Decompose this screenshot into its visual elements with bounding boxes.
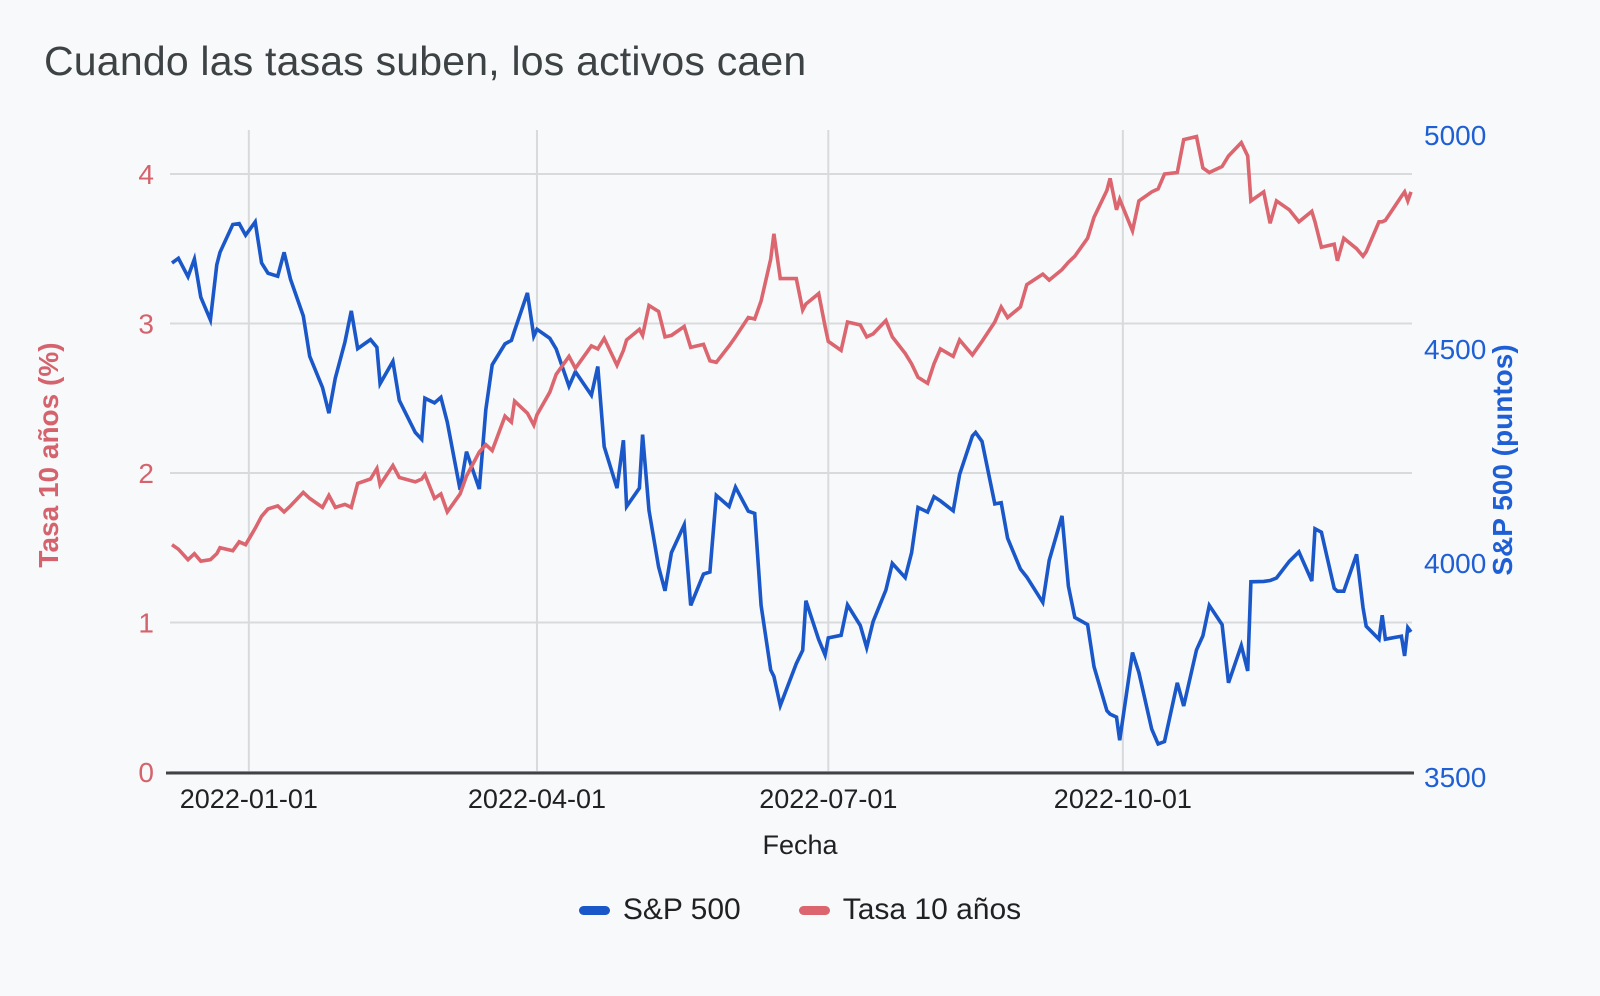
left-tick-label: 4 [138,159,154,190]
right-tick-label: 5000 [1424,120,1486,151]
right-axis-title: S&P 500 (puntos) [1487,344,1518,575]
rate-line [170,134,1413,564]
left-tick-label: 1 [138,607,154,638]
legend: S&P 500 Tasa 10 años [0,893,1600,927]
chart-title: Cuando las tasas suben, los activos caen [44,38,807,84]
legend-swatch-icon [798,905,830,915]
legend-item: Tasa 10 años [798,893,1022,927]
left-tick-label: 3 [138,308,154,339]
legend-item: S&P 500 [578,893,741,927]
x-tick-label: 2022-07-01 [759,784,897,814]
x-tick-label: 2022-10-01 [1054,784,1192,814]
legend-swatch-icon [578,905,610,915]
legend-label: Tasa 10 años [842,893,1022,926]
x-tick-label: 2022-01-01 [180,784,318,814]
x-tick-label: 2022-04-01 [468,784,606,814]
right-tick-label: 4000 [1424,548,1486,579]
left-axis-title: Tasa 10 años (%) [33,342,64,567]
right-tick-label: 4500 [1424,334,1486,365]
right-tick-label: 3500 [1424,762,1486,793]
x-axis-title: Fecha [762,830,838,860]
left-tick-label: 2 [138,458,154,489]
legend-label: S&P 500 [622,893,741,926]
sp500-line [170,217,1413,747]
left-tick-label: 0 [138,757,154,788]
